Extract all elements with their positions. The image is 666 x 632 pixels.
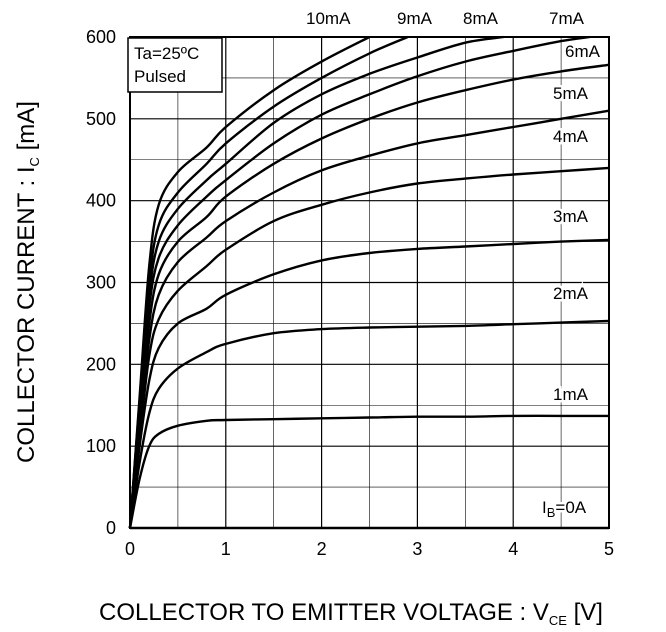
curve-label-2ma: 2mA — [553, 284, 589, 303]
curve-label-8ma: 8mA — [463, 9, 499, 28]
annotation-line-2: Pulsed — [134, 67, 186, 86]
curve-2ma — [128, 319, 610, 529]
curve-4ma — [128, 166, 610, 529]
curve-1ma — [128, 414, 609, 529]
y-tick-label: 500 — [86, 109, 116, 129]
tick-labels: 0 1 2 3 4 5 0 100 200 300 400 500 600 — [86, 27, 614, 559]
y-tick-label: 200 — [86, 354, 116, 374]
curve-labels: IB=0A 1mA 2mA 3mA 4mA 5mA 6mA 7mA 8mA 9mA 10mA — [306, 9, 603, 523]
y-tick-label: 100 — [86, 436, 116, 456]
x-axis-title: COLLECTOR TO EMITTER VOLTAGE : VCE [V] — [99, 599, 603, 628]
y-tick-label: 400 — [86, 191, 116, 211]
curve-label-7ma: 7mA — [549, 9, 585, 28]
curve-label-3ma: 3mA — [553, 207, 589, 226]
curve-3ma — [128, 238, 610, 529]
curves — [128, 35, 610, 530]
curve-label-9ma: 9mA — [397, 9, 433, 28]
y-tick-label: 0 — [106, 518, 116, 538]
y-tick-label: 600 — [86, 27, 116, 47]
annotation-frame — [127, 37, 223, 93]
curve-label-1ma: 1mA — [553, 385, 589, 404]
curve-5ma — [128, 109, 610, 529]
x-tick-label: 3 — [412, 539, 422, 559]
curve-label-5ma: 5mA — [553, 84, 589, 103]
curve-label-10ma: 10mA — [306, 9, 351, 28]
x-tick-label: 1 — [221, 539, 231, 559]
curve-label-i-b-0a: IB=0A — [542, 498, 587, 520]
y-tick-label: 300 — [86, 273, 116, 293]
annotation-line-1: Ta=25ºC — [134, 44, 199, 63]
plot-frame — [129, 36, 610, 529]
curve-6ma — [128, 63, 610, 529]
curve-label-4ma: 4mA — [553, 127, 589, 146]
curve-10ma — [128, 35, 371, 529]
x-tick-label: 0 — [125, 539, 135, 559]
y-axis-title: COLLECTOR CURRENT : IC [mA] — [13, 101, 42, 463]
x-tick-label: 2 — [317, 539, 327, 559]
x-tick-label: 5 — [604, 539, 614, 559]
curve-label-6ma: 6mA — [565, 42, 601, 61]
annotation-box: Ta=25ºC Pulsed — [127, 37, 223, 93]
x-tick-label: 4 — [508, 539, 518, 559]
